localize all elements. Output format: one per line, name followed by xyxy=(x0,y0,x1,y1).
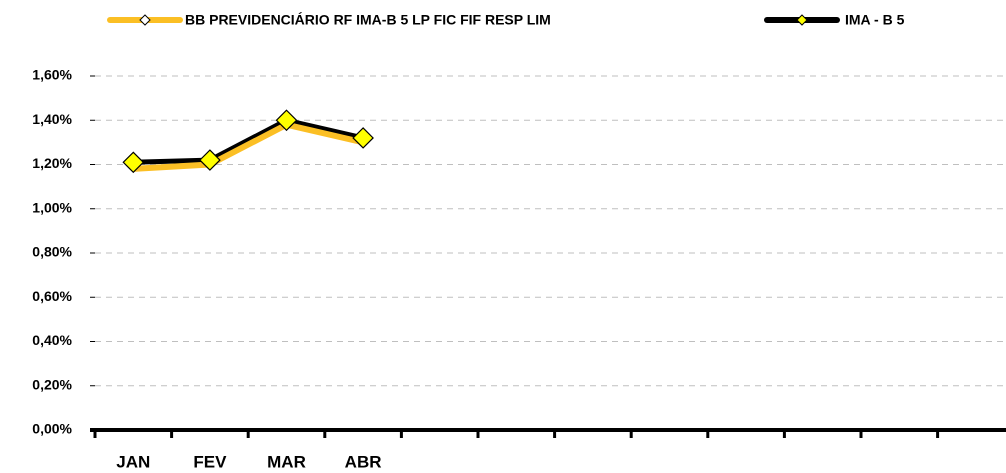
x-tick-label: FEV xyxy=(193,452,227,471)
y-tick-label: 0,20% xyxy=(32,376,72,392)
y-tick-label: 1,20% xyxy=(32,155,72,171)
series-line xyxy=(133,121,364,172)
y-tick-label: 1,60% xyxy=(32,67,72,83)
y-tick-label: 0,80% xyxy=(32,244,72,260)
legend-marker xyxy=(139,14,151,26)
legend-label: IMA - B 5 xyxy=(845,12,905,28)
marker xyxy=(275,109,298,132)
marker xyxy=(352,127,374,149)
y-tick-label: 0,00% xyxy=(32,421,72,437)
x-tick-label: JAN xyxy=(116,452,150,471)
x-tick-label: MAR xyxy=(267,452,306,471)
y-tick-label: 1,40% xyxy=(32,111,72,127)
series-line xyxy=(133,117,364,165)
legend-label: BB PREVIDENCIÁRIO RF IMA-B 5 LP FIC FIF … xyxy=(185,12,551,28)
marker xyxy=(199,149,221,171)
marker xyxy=(122,151,145,174)
y-tick-label: 0,40% xyxy=(32,332,72,348)
y-tick-label: 0,60% xyxy=(32,288,72,304)
legend-marker xyxy=(796,14,808,26)
x-tick-label: ABR xyxy=(345,452,382,471)
y-tick-label: 1,00% xyxy=(32,199,72,215)
